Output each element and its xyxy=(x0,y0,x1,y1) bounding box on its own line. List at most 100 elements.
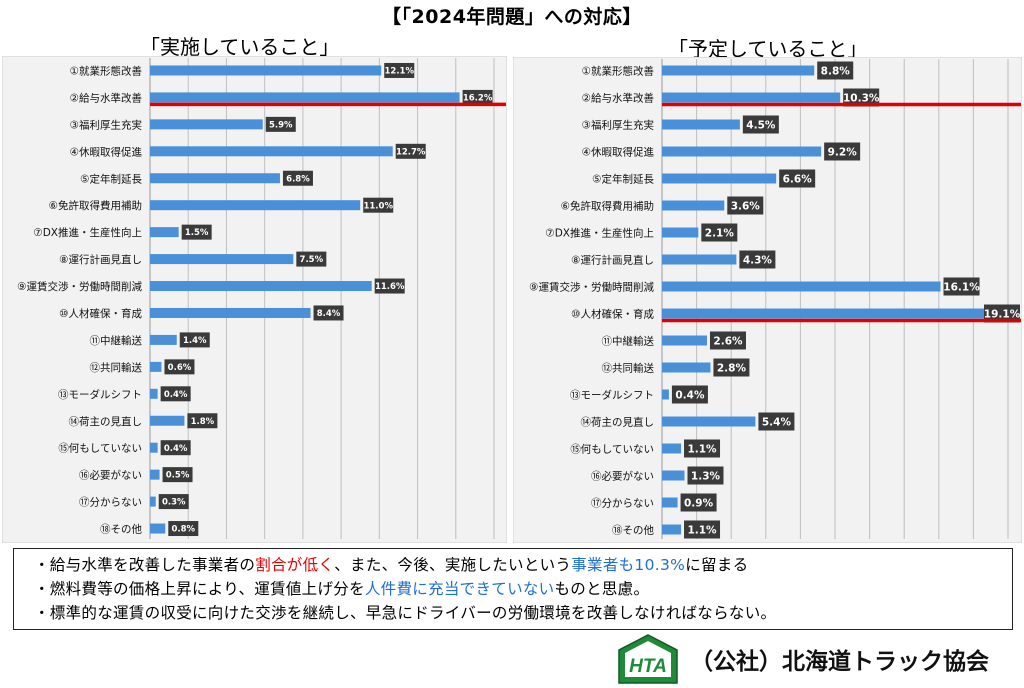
bar xyxy=(662,389,669,400)
category-label: ③福利厚生充実 xyxy=(70,118,143,131)
note-text: 、また、今後、実施したいという xyxy=(334,556,572,574)
data-label: 0.8% xyxy=(171,525,195,535)
data-label: 8.4% xyxy=(317,309,341,319)
note-line-3: ・標準的な運賃の収受に向けた交渉を継続し、早急にドライバーの労働環境を改善しなけ… xyxy=(34,601,1012,625)
data-label: 7.5% xyxy=(300,255,324,265)
category-label: ①就業形態改善 xyxy=(70,64,142,77)
category-label: ①就業形態改善 xyxy=(582,65,654,78)
bar xyxy=(662,173,777,184)
bar xyxy=(150,523,166,534)
bar xyxy=(662,119,740,130)
summary-notes-box: ・給与水準を改善した事業者の割合が低く、また、今後、実施したいという事業者も10… xyxy=(13,548,1013,630)
category-label: ②給与水準改善 xyxy=(582,92,654,105)
data-label: 4.5% xyxy=(746,119,776,131)
bar xyxy=(662,308,993,319)
data-label-box xyxy=(709,331,746,350)
data-label-box xyxy=(160,386,191,402)
data-label-box xyxy=(824,142,861,161)
bar xyxy=(662,443,682,454)
bar xyxy=(150,469,160,480)
data-label: 3.6% xyxy=(731,200,761,212)
data-label-box xyxy=(843,88,880,107)
category-label: ⑯必要がない xyxy=(591,470,654,483)
hta-logo: HTA xyxy=(618,634,678,684)
data-label-box xyxy=(168,521,199,537)
note-text: ・燃料費等の価格上昇により、運賃値上げ分を xyxy=(34,580,365,598)
left-chart-title: 「実施していること」 xyxy=(140,35,340,59)
data-label-box xyxy=(684,520,721,539)
bar xyxy=(150,254,294,265)
bar xyxy=(150,200,361,211)
data-label-box xyxy=(727,196,764,215)
category-label: ⑦DX推進・生産性向上 xyxy=(33,226,142,239)
bar xyxy=(150,307,311,318)
category-label: ⑭荷主の見直し xyxy=(69,415,143,428)
left-chart-panel: ①就業形態改善 12.1% ②給与水準改善 16.2% ③福利厚生充実 5.9% ④休暇取得… xyxy=(2,56,507,543)
data-label-box xyxy=(187,413,218,429)
data-label: 19.1% xyxy=(984,308,1021,320)
data-label: 0.4% xyxy=(164,444,188,454)
category-label: ⑰分からない xyxy=(591,498,654,510)
category-label: ④休暇取得促進 xyxy=(70,145,143,158)
note-text-highlight-blue: 人件費に充当できていない xyxy=(364,580,555,598)
data-label: 2.8% xyxy=(717,362,747,374)
category-label: ②給与水準改善 xyxy=(70,91,142,104)
category-label: ⑰分からない xyxy=(79,497,142,509)
page-title: 【「2024年問題」への対応】 xyxy=(382,6,642,28)
data-label-box xyxy=(179,332,210,348)
data-label: 0.4% xyxy=(164,390,188,400)
data-label: 1.3% xyxy=(691,470,721,482)
data-label: 10.3% xyxy=(843,92,880,104)
bar xyxy=(150,388,158,399)
organization-name: （公社）北海道トラック協会 xyxy=(690,649,989,675)
data-label: 6.6% xyxy=(783,173,813,185)
data-label-box xyxy=(395,143,426,159)
data-label-box xyxy=(384,62,415,78)
data-label-box xyxy=(363,197,394,213)
note-text: ・標準的な運賃の収受に向けた交渉を継続し、早急にドライバーの労働環境を改善しなけ… xyxy=(34,604,777,622)
bar xyxy=(662,200,725,211)
bar xyxy=(662,416,756,427)
bar xyxy=(150,65,382,76)
data-label-box xyxy=(742,115,779,134)
data-label: 1.8% xyxy=(191,417,215,427)
data-label-box xyxy=(684,439,721,458)
data-label-box xyxy=(779,169,816,188)
bar xyxy=(150,281,372,292)
bar xyxy=(150,92,460,103)
note-text: に留まる xyxy=(685,556,749,574)
data-label: 0.4% xyxy=(675,389,705,401)
bar xyxy=(662,146,822,157)
right-bar-chart: ①就業形態改善 8.8% ②給与水準改善 10.3% ③福利厚生充実 4.5% ④休暇取得促… xyxy=(513,57,1022,543)
data-label-box xyxy=(374,278,405,294)
category-label: ⑤定年制延長 xyxy=(592,173,654,186)
data-label-box xyxy=(162,467,193,483)
data-label: 9.2% xyxy=(828,146,858,158)
note-text-highlight-blue: 事業者も10.3% xyxy=(571,556,686,574)
data-label-box xyxy=(160,440,191,456)
data-label: 0.9% xyxy=(684,497,714,509)
data-label-box xyxy=(739,250,776,269)
data-label: 8.8% xyxy=(821,65,851,77)
data-label-box xyxy=(181,224,212,240)
data-label-box xyxy=(164,359,195,375)
data-label: 11.6% xyxy=(375,282,405,292)
bar xyxy=(662,362,711,373)
bar xyxy=(662,335,707,346)
category-label: ⑱その他 xyxy=(612,524,654,537)
bar xyxy=(150,442,158,453)
bar xyxy=(662,65,815,76)
data-label: 2.1% xyxy=(705,227,735,239)
category-label: ⑤定年制延長 xyxy=(80,172,142,185)
data-label: 5.9% xyxy=(269,120,293,130)
category-label: ⑩人材確保・育成 xyxy=(571,308,654,321)
category-label: ⑩人材確保・育成 xyxy=(59,307,142,320)
category-label: ⑱その他 xyxy=(100,523,142,536)
bar xyxy=(662,92,841,103)
note-text: ものと思慮。 xyxy=(554,580,650,598)
data-label-box xyxy=(758,412,795,431)
bar xyxy=(150,173,280,184)
category-label: ⑥免許取得費用補助 xyxy=(49,199,142,212)
data-label: 2.6% xyxy=(713,335,743,347)
category-label: ⑬モーダルシフト xyxy=(58,388,142,401)
